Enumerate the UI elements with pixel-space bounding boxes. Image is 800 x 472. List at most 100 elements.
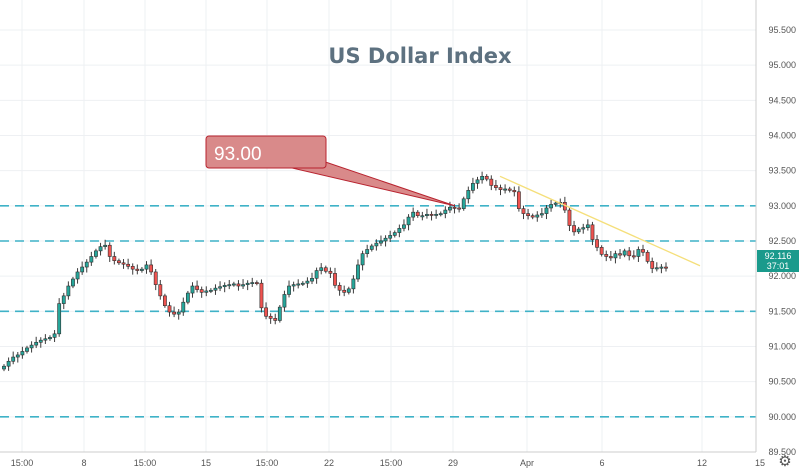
candle-up [190,285,195,294]
candle-down [526,213,530,216]
candle-up [549,204,553,209]
candle-down [112,256,117,262]
candle-up [503,188,507,191]
candle-down [650,261,655,269]
candle-down [599,247,604,255]
candle-down [516,191,521,209]
x-tick-label: 8 [81,458,86,468]
candle-down [264,307,268,317]
x-tick-label: 12 [697,458,707,468]
candle-down [521,208,526,214]
time-axis[interactable]: 15:00 8 15:00 15 15:00 22 15:00 29 Apr 6 12 15 [0,451,765,472]
candle-up [305,280,310,284]
candle-down [645,251,650,262]
candle-up [48,337,52,340]
candle-down [333,273,337,286]
candle-up [80,266,85,273]
candle-up [544,207,549,214]
candle-down [323,267,328,272]
price-callout: 93.00 [205,135,456,207]
candle-up [360,253,365,266]
candle-down [342,289,347,293]
y-axis-tick-labels: 95.500 95.000 94.500 94.000 93.500 93.000 92.5… [768,25,796,457]
candle-down [328,270,333,274]
price-axis[interactable]: 95.500 95.000 94.500 94.000 93.500 93.000 92.5… [755,0,800,472]
y-tick-label: 92.500 [768,236,796,246]
candle-up [310,277,314,282]
candle-up [144,264,149,270]
candle-up [227,284,232,287]
candle-down [631,255,636,258]
candle-up [84,261,89,268]
candle-up [654,267,659,270]
candle-down [590,224,595,240]
x-tick-label: 15:00 [256,458,279,468]
y-tick-label: 91.000 [768,342,796,352]
candle-up [75,271,80,280]
candle-down [268,315,273,319]
y-tick-label: 93.000 [768,201,796,211]
candle-up [52,333,57,338]
candle-up [250,282,255,285]
candle-down [530,215,535,218]
candle-up [29,344,34,349]
candle-up [581,227,586,230]
candle-up [25,347,29,352]
candle-up [245,282,250,285]
candle-up [314,270,319,279]
candle-down [149,264,154,273]
candle-down [641,249,645,253]
x-tick-label: 15 [755,458,765,468]
x-tick-label: 15:00 [11,458,34,468]
candle-down [163,295,167,307]
candle-up [443,209,448,214]
candle-down [457,207,462,210]
candle-up [613,253,618,259]
x-axis-tick-labels: 15:00 8 15:00 15 15:00 22 15:00 29 Apr 6 12 15 [11,458,765,468]
candle-down [153,271,158,285]
candle-down [429,213,434,216]
candle-up [379,240,383,244]
candle-up [369,245,374,250]
x-tick-label: 15 [201,458,211,468]
candle-up [411,211,416,218]
candle-down [494,185,498,188]
candle-down [572,225,576,233]
candle-up [11,356,16,362]
candle-up [213,287,218,291]
candle-down [512,190,517,193]
candle-up [659,266,664,269]
candle-down [172,311,176,315]
y-tick-label: 89.500 [768,447,796,457]
candle-down [121,262,126,265]
candle-up [94,250,98,257]
candle-up [38,339,43,343]
candle-down [489,178,494,186]
x-tick-label: 29 [448,458,458,468]
candle-up [388,235,393,239]
y-tick-label: 91.500 [768,306,796,316]
candle-up [204,290,209,293]
candle-down [507,188,512,191]
candle-up [365,249,370,254]
y-tick-label: 94.500 [768,95,796,105]
candle-up [346,288,351,293]
candle-down [158,284,163,297]
candle-up [287,285,291,295]
x-tick-label: 6 [599,458,604,468]
candle-up [425,213,429,216]
candle-down [236,283,241,287]
candle-up [71,278,75,287]
candle-down [130,266,135,270]
candle-down [126,263,131,267]
candle-up [296,283,301,286]
candle-up [406,216,411,226]
candle-up [181,301,186,313]
candle-down [608,256,613,259]
candle-down [618,253,622,256]
gear-icon[interactable]: ⚙ [778,452,792,470]
candle-up [553,202,558,205]
y-tick-label: 93.500 [768,166,796,176]
